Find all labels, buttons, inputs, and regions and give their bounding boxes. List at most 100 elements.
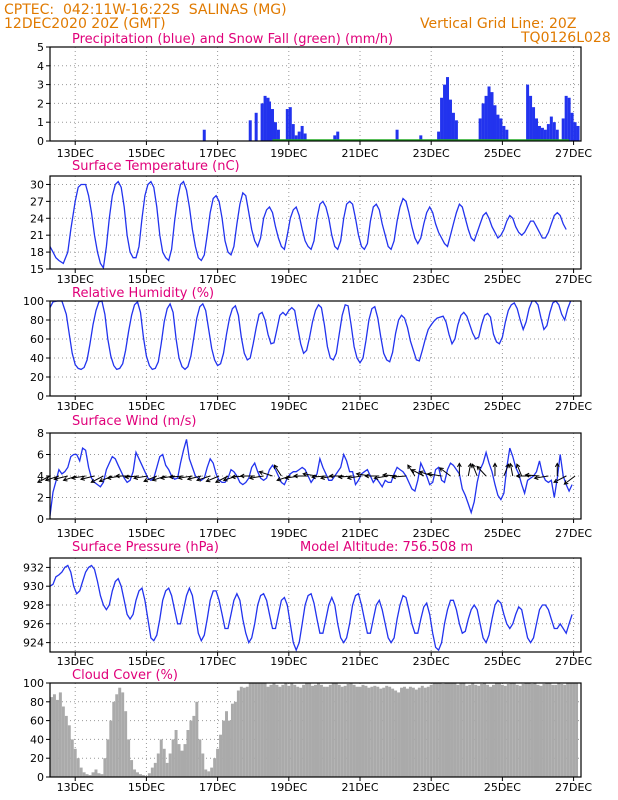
precip-bar xyxy=(567,97,571,141)
wind-arrow-head xyxy=(36,478,42,483)
cloud-bar xyxy=(141,775,145,777)
precip-bar xyxy=(260,103,264,141)
precip-bar xyxy=(540,127,544,141)
x-tick-label: 13DEC xyxy=(57,527,94,540)
cloud-bar xyxy=(82,772,86,777)
cloud-bar xyxy=(138,774,142,777)
cloud-bar xyxy=(314,684,317,777)
cloud-bar xyxy=(272,683,276,777)
cloud-bar xyxy=(438,683,442,777)
wind-arrow xyxy=(99,475,113,482)
precip-bar xyxy=(549,116,553,141)
cloud-bar xyxy=(346,683,350,777)
cloud-bar xyxy=(492,684,495,777)
pressure-series-line xyxy=(49,564,573,652)
cloud-bar xyxy=(539,685,543,777)
cloud-bar xyxy=(201,753,205,777)
precip-bar xyxy=(502,125,506,141)
rh-title: Relative Humidity (%) xyxy=(72,286,214,301)
cloud-bar xyxy=(233,701,237,777)
y-tick-label: 100 xyxy=(23,677,44,690)
wind-arrow xyxy=(143,475,157,482)
wind-arrow-head xyxy=(276,477,282,482)
cloud-bar xyxy=(147,773,151,777)
wind-arrow xyxy=(503,463,510,477)
x-tick-label: 23DEC xyxy=(413,147,450,160)
cloud-bar xyxy=(245,686,249,777)
x-tick-label: 19DEC xyxy=(270,147,307,160)
x-tick-label: 23DEC xyxy=(413,781,450,794)
precip-bar xyxy=(300,125,304,141)
cloud-bar xyxy=(551,684,555,777)
x-tick-label: 25DEC xyxy=(484,147,521,160)
cloud-bar xyxy=(477,685,481,777)
cloud-bar xyxy=(168,753,172,777)
wind-arrow xyxy=(439,467,451,477)
cloud-bar xyxy=(207,771,211,777)
cloud-bar xyxy=(94,769,98,777)
cloud-bar xyxy=(281,684,285,777)
wind-arrow-head xyxy=(319,475,325,481)
wind-arrow-head xyxy=(293,473,298,479)
precip-bar xyxy=(440,97,444,141)
cloud-bar xyxy=(566,683,570,777)
x-tick-label: 25DEC xyxy=(484,655,521,668)
cloud-bar xyxy=(382,687,386,777)
cloud-bar xyxy=(554,684,558,777)
cloud-bar xyxy=(557,683,561,777)
x-tick-label: 25DEC xyxy=(484,400,521,413)
cloud-bar xyxy=(435,683,439,777)
cloud-bar xyxy=(219,734,223,777)
cloud-bar xyxy=(468,684,472,777)
y-tick-label: 27 xyxy=(30,195,44,208)
cloud-bar xyxy=(441,683,445,777)
y-tick-label: 80 xyxy=(30,696,44,709)
cloud-bar xyxy=(156,753,160,777)
wind-arrow-head xyxy=(438,467,444,472)
wind-arrow-head xyxy=(214,478,220,483)
cloud-bar xyxy=(263,683,267,777)
cloud-bar xyxy=(311,685,315,777)
precip-bar xyxy=(484,95,488,141)
precip-bar xyxy=(564,95,568,141)
cloud-bar xyxy=(397,692,401,777)
wind-arrow-head xyxy=(337,474,343,480)
cloud-bar xyxy=(506,683,510,777)
precip-bar xyxy=(529,95,533,141)
cloud-bar xyxy=(50,697,53,777)
cloud-bar xyxy=(429,684,433,777)
cloud-bar xyxy=(174,730,178,777)
cloud-bar xyxy=(489,686,493,777)
precip-bar xyxy=(254,112,258,141)
x-tick-label: 13DEC xyxy=(57,273,94,286)
y-tick-label: 8 xyxy=(37,427,44,440)
wind-arrow-head xyxy=(524,472,530,478)
x-tick-label: 15DEC xyxy=(128,400,165,413)
wind-arrow-head xyxy=(382,472,387,478)
x-tick-label: 13DEC xyxy=(57,147,94,160)
cloud-bar xyxy=(106,739,110,777)
wind-arrow-head xyxy=(328,473,334,479)
precip-bar xyxy=(297,131,301,141)
cloud-bar xyxy=(572,683,576,777)
wind-arrow-head xyxy=(390,474,396,480)
precip-bar xyxy=(546,124,550,141)
wind-arrow xyxy=(91,475,104,483)
cloud-bar xyxy=(171,739,175,777)
cloud-bar xyxy=(405,688,409,777)
precip-bar xyxy=(446,77,450,141)
wind-arrow-head xyxy=(284,475,290,481)
precip-bar xyxy=(419,135,423,141)
wind-arrow-head xyxy=(355,471,361,477)
y-tick-label: 18 xyxy=(30,246,44,259)
cloud-bar xyxy=(533,683,537,777)
cloud-bar xyxy=(204,769,208,777)
x-tick-label: 17DEC xyxy=(199,655,236,668)
precip-bar xyxy=(451,112,455,141)
precip-bar xyxy=(273,122,277,141)
wind-arrow xyxy=(407,464,416,477)
cloud-bar xyxy=(376,686,380,777)
cloud-bar xyxy=(52,694,56,777)
wind-arrow-head xyxy=(553,478,559,483)
